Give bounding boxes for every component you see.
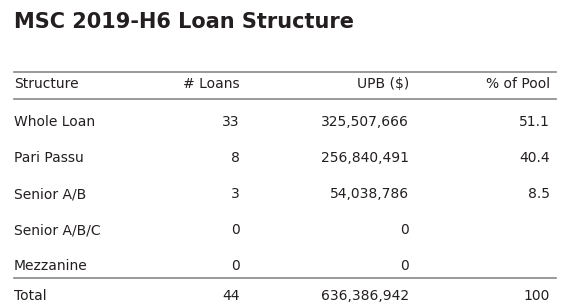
Text: 325,507,666: 325,507,666 bbox=[321, 115, 409, 130]
Text: Senior A/B/C: Senior A/B/C bbox=[14, 223, 101, 237]
Text: Pari Passu: Pari Passu bbox=[14, 151, 84, 165]
Text: 51.1: 51.1 bbox=[519, 115, 550, 130]
Text: 54,038,786: 54,038,786 bbox=[330, 187, 409, 201]
Text: Total: Total bbox=[14, 289, 47, 303]
Text: 3: 3 bbox=[231, 187, 240, 201]
Text: 256,840,491: 256,840,491 bbox=[321, 151, 409, 165]
Text: # Loans: # Loans bbox=[183, 76, 240, 91]
Text: 636,386,942: 636,386,942 bbox=[321, 289, 409, 303]
Text: % of Pool: % of Pool bbox=[486, 76, 550, 91]
Text: MSC 2019-H6 Loan Structure: MSC 2019-H6 Loan Structure bbox=[14, 12, 354, 32]
Text: 0: 0 bbox=[401, 223, 409, 237]
Text: 40.4: 40.4 bbox=[520, 151, 550, 165]
Text: 0: 0 bbox=[231, 223, 240, 237]
Text: 33: 33 bbox=[222, 115, 240, 130]
Text: 100: 100 bbox=[524, 289, 550, 303]
Text: Structure: Structure bbox=[14, 76, 79, 91]
Text: 8: 8 bbox=[231, 151, 240, 165]
Text: 0: 0 bbox=[231, 259, 240, 273]
Text: UPB ($): UPB ($) bbox=[357, 76, 409, 91]
Text: Mezzanine: Mezzanine bbox=[14, 259, 88, 273]
Text: Whole Loan: Whole Loan bbox=[14, 115, 95, 130]
Text: 8.5: 8.5 bbox=[528, 187, 550, 201]
Text: 44: 44 bbox=[222, 289, 240, 303]
Text: 0: 0 bbox=[401, 259, 409, 273]
Text: Senior A/B: Senior A/B bbox=[14, 187, 86, 201]
